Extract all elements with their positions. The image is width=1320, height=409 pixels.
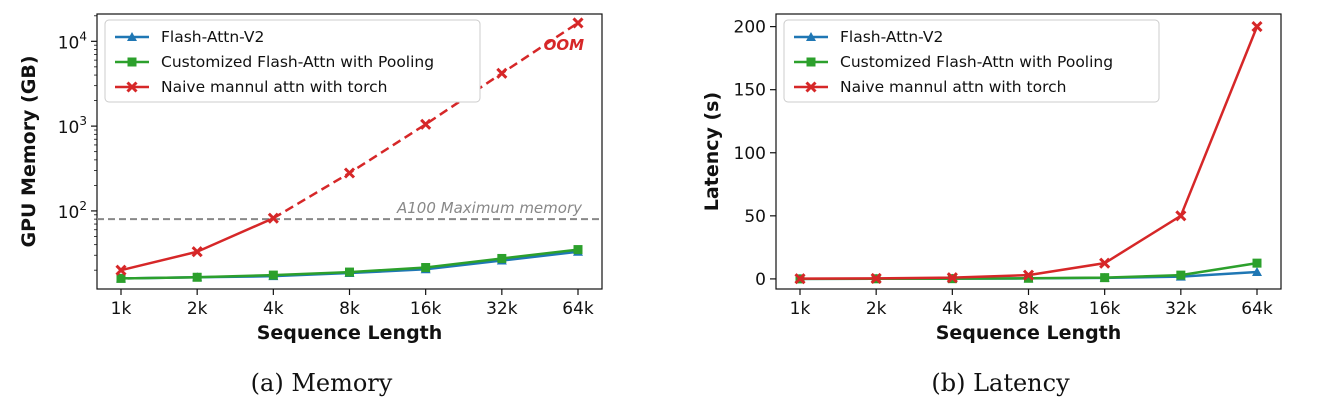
legend: Flash-Attn-V2 Customized Flash-Attn with … (783, 19, 1160, 103)
x-axis-label: Sequence Length (257, 322, 443, 344)
data-point (573, 245, 583, 255)
data-point (1252, 266, 1262, 276)
x-tick-label: 2k (866, 299, 887, 319)
y-tick-exponent: 2 (79, 199, 87, 213)
data-point (794, 273, 806, 285)
x-tick-label: 2k (187, 299, 208, 319)
y-tick-label: 150 (734, 81, 766, 101)
legend-marker (127, 57, 137, 67)
data-point (946, 272, 958, 284)
legend-box (104, 19, 481, 103)
x-tick-label: 32k (486, 299, 518, 319)
subfigure-caption: (b) Latency (931, 369, 1070, 397)
subfigure-caption: (a) Memory (251, 369, 393, 397)
data-point (1024, 273, 1033, 283)
data-point (1022, 269, 1035, 281)
x-tick-label: 64k (1241, 299, 1273, 319)
y-tick-exponent: 3 (79, 114, 87, 128)
data-point (1100, 273, 1110, 283)
y-tick-label: 200 (734, 18, 766, 38)
data-point (497, 253, 507, 263)
x-tick-label: 4k (263, 299, 284, 319)
series-naive-mannul-attn-with-torch (794, 21, 1263, 285)
data-point (496, 67, 508, 79)
data-point (1251, 21, 1263, 33)
series-customized-flash-attn-with-pooling (795, 258, 1262, 284)
data-point (1099, 257, 1111, 269)
legend-box (783, 19, 1160, 103)
data-point (343, 167, 356, 179)
legend-marker (806, 32, 816, 41)
y-tick-label: 104 (58, 29, 87, 53)
x-tick-label: 8k (339, 299, 360, 319)
y-axis-label: GPU Memory (GB) (18, 55, 40, 247)
legend-label: Naive mannul attn with torch (840, 78, 1067, 96)
y-tick-label: 0 (755, 270, 766, 290)
data-point (1176, 270, 1186, 280)
data-point (268, 270, 278, 280)
x-axis-label: Sequence Length (936, 322, 1122, 344)
series-naive-mannul-attn-with-torch (115, 17, 584, 276)
x-tick-label: 1k (790, 299, 811, 319)
y-tick-label: 102 (58, 199, 87, 223)
y-tick-label: 100 (734, 144, 766, 164)
data-point (267, 212, 279, 224)
y-tick-exponent: 4 (79, 29, 87, 43)
legend-label: Customized Flash-Attn with Pooling (840, 53, 1113, 71)
legend-label: Customized Flash-Attn with Pooling (161, 53, 434, 71)
legend-label: Naive mannul attn with torch (161, 78, 388, 96)
y-axis-label: Latency (s) (701, 92, 723, 211)
x-tick-label: 8k (1018, 299, 1039, 319)
legend-label: Flash-Attn-V2 (161, 28, 264, 46)
series-line (120, 217, 274, 272)
x-tick-label: 4k (942, 299, 963, 319)
data-point (870, 272, 882, 284)
y-tick-label: 103 (58, 114, 87, 138)
legend-marker (126, 81, 138, 93)
data-point (1252, 258, 1262, 268)
data-point (420, 118, 432, 130)
y-tick-mantissa: 10 (58, 118, 80, 138)
x-tick-label: 1k (111, 299, 132, 319)
series-line-dashed (272, 21, 579, 220)
oom-annotation: OOM (544, 36, 585, 54)
data-point (1175, 210, 1187, 222)
data-point (572, 17, 584, 29)
series-customized-flash-attn-with-pooling (116, 245, 583, 283)
y-tick-mantissa: 10 (58, 33, 80, 53)
y-tick-mantissa: 10 (58, 203, 80, 223)
legend-label: Flash-Attn-V2 (840, 28, 943, 46)
reference-line-label: A100 Maximum memory (396, 199, 583, 217)
data-point (116, 273, 126, 283)
legend: Flash-Attn-V2 Customized Flash-Attn with … (104, 19, 481, 103)
data-point (191, 246, 203, 258)
legend-marker (127, 32, 137, 41)
data-point (115, 264, 127, 276)
x-tick-label: 32k (1165, 299, 1197, 319)
legend-marker (805, 81, 817, 93)
x-tick-label: 16k (410, 299, 442, 319)
data-point (345, 267, 354, 277)
latency-chart: 1k 2k 4k 8k 16k 32k 64k 0 50 100 150 200 Sequence Le… (701, 13, 1282, 397)
legend-marker (806, 57, 816, 67)
data-point (421, 263, 431, 273)
x-tick-label: 16k (1089, 299, 1121, 319)
y-tick-label: 50 (744, 207, 766, 227)
x-tick-label: 64k (562, 299, 594, 319)
data-point (192, 272, 202, 282)
